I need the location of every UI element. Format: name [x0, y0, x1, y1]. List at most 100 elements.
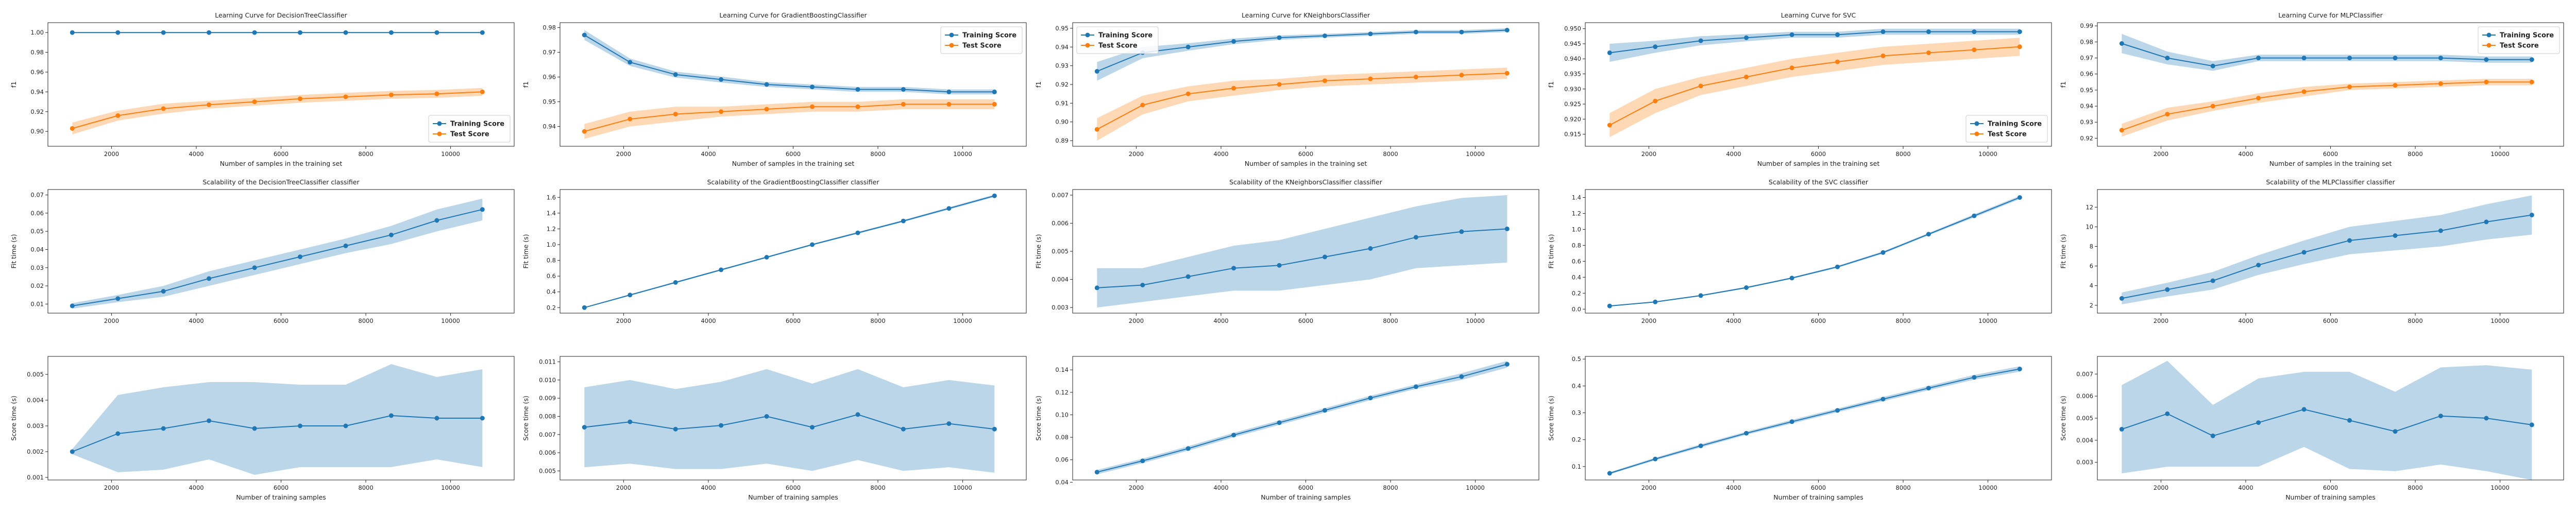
data-point [1504, 71, 1510, 76]
data-point [855, 87, 860, 92]
y-tick-label: 0.4 [1572, 382, 1581, 389]
legend-box [428, 115, 511, 143]
y-tick-label: 0.2 [1572, 289, 1581, 297]
chart-score-gb: 2000 4000 6000 8000 10000 0.005 0.006 0.007 0.00… [522, 356, 1027, 501]
x-tick-label: 10000 [2490, 317, 2510, 324]
data-point [628, 419, 633, 424]
y-tick-label: 0.04 [30, 246, 44, 253]
y-tick-label: 0.4 [547, 288, 556, 296]
data-point [252, 30, 257, 35]
y-tick-label: 0.930 [1564, 85, 1581, 93]
data-point [1835, 32, 1840, 37]
series-line [2121, 43, 2532, 67]
y-tick-label: 0.90 [30, 128, 44, 135]
data-point [1323, 33, 1327, 38]
data-point [2529, 57, 2534, 62]
y-tick-label: 0.95 [1055, 25, 1069, 32]
data-point [1789, 32, 1794, 37]
series-line [584, 35, 995, 93]
data-point [252, 99, 257, 105]
y-tick-label: 0.96 [2080, 71, 2093, 78]
series-line [2122, 214, 2532, 299]
data-point [1698, 443, 1703, 449]
x-tick-label: 8000 [870, 484, 885, 491]
chart-score-dt: 2000 4000 6000 8000 10000 0.001 0.002 0.003 0.00… [10, 356, 515, 501]
chart-title: Learning Curve for MLPClassifier [2278, 11, 2383, 19]
x-tick-label: 8000 [2408, 317, 2422, 324]
data-point [2347, 84, 2352, 90]
data-point [1413, 235, 1418, 240]
data-point [388, 413, 394, 418]
x-tick-label: 6000 [1298, 484, 1313, 491]
data-point [1789, 65, 1794, 71]
data-point [2119, 426, 2124, 432]
y-tick-label: 0.006 [1052, 219, 1069, 227]
series-line [584, 104, 995, 132]
y-tick-label: 0.95 [543, 98, 556, 106]
data-point [2017, 44, 2022, 49]
x-tick-label: 2000 [1641, 484, 1656, 491]
std-band [1609, 196, 2020, 306]
x-tick-label: 2000 [1129, 317, 1144, 324]
y-axis-label: Score time (s) [1035, 396, 1042, 440]
data-point [901, 87, 906, 92]
data-point [2347, 238, 2352, 243]
x-tick-label: 10000 [1978, 317, 1997, 324]
x-tick-label: 10000 [441, 484, 460, 491]
data-point [434, 416, 439, 421]
y-tick-label: 1.2 [1572, 210, 1581, 217]
data-point [2301, 250, 2307, 255]
x-tick-label: 2000 [616, 317, 631, 324]
y-tick-label: 6 [2090, 263, 2093, 270]
chart-lc-mlp: 2000 4000 6000 8000 10000 0.92 0.93 0.94 0.95 0.9… [2059, 11, 2564, 167]
data-point [992, 101, 997, 107]
x-tick-label: 2000 [1129, 484, 1144, 491]
chart-lc-svc: 2000 4000 6000 8000 10000 0.915 0.920 0.925 0.93… [1547, 11, 2052, 167]
data-point [2438, 414, 2443, 419]
series-line [1609, 31, 2020, 54]
data-point [1277, 82, 1282, 87]
y-tick-label: 0.005 [27, 371, 44, 378]
data-point [1789, 276, 1794, 281]
data-point [161, 289, 166, 294]
y-tick-label: 0.96 [30, 68, 44, 76]
data-point [1323, 254, 1327, 260]
data-point [161, 106, 166, 111]
data-point [1653, 44, 1658, 49]
x-tick-label: 2000 [104, 317, 119, 324]
y-tick-label: 0.003 [27, 422, 44, 430]
data-point [2301, 56, 2307, 61]
series-line [2121, 408, 2532, 437]
y-tick-label: 0.004 [27, 397, 44, 404]
data-point [1972, 29, 1977, 35]
data-point [1231, 433, 1236, 438]
x-axis-label: Number of training samples [236, 493, 326, 501]
x-tick-label: 6000 [274, 317, 289, 324]
std-band [1609, 366, 2020, 474]
y-tick-label: 4 [2090, 282, 2093, 289]
x-tick-label: 10000 [1978, 484, 1997, 491]
data-point [480, 207, 485, 212]
y-axis-label: Fit time (s) [2059, 234, 2067, 268]
chart-title: Scalability of the DecisionTreeClassifie… [202, 178, 360, 186]
x-tick-label: 4000 [701, 150, 716, 158]
data-point [70, 303, 75, 308]
x-tick-label: 8000 [358, 484, 373, 491]
x-tick-label: 8000 [1383, 317, 1398, 324]
y-tick-label: 0.98 [30, 49, 44, 56]
data-point [1880, 29, 1886, 35]
y-tick-label: 0.05 [30, 228, 44, 235]
y-tick-label: 0.007 [539, 431, 556, 438]
y-tick-label: 0.005 [2076, 415, 2093, 422]
y-axis-label: Score time (s) [10, 396, 18, 440]
y-tick-label: 0.004 [1052, 276, 1069, 283]
data-point [115, 113, 121, 118]
data-point [1277, 263, 1282, 268]
y-tick-label: 0.8 [1572, 242, 1581, 249]
y-tick-label: 0.0 [1572, 305, 1581, 313]
data-point [2210, 278, 2215, 283]
data-point [810, 242, 815, 247]
data-point [388, 30, 394, 35]
chart-title: Scalability of the MLPClassifier classif… [2266, 178, 2395, 186]
y-tick-label: 0.5 [1572, 355, 1581, 363]
